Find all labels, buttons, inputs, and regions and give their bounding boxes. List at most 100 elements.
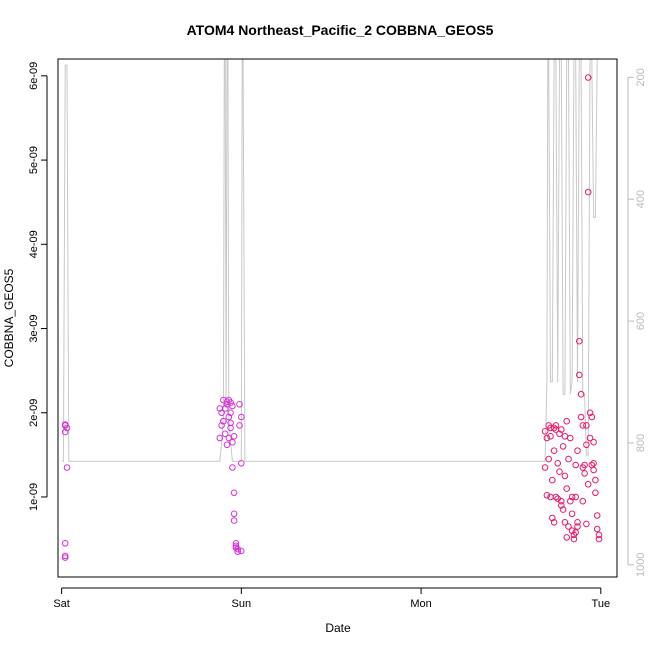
data-point [236, 401, 243, 408]
data-point [565, 455, 572, 463]
data-point [574, 523, 581, 530]
y-tick-label: 6e-09 [28, 62, 40, 90]
data-point [543, 492, 551, 499]
data-point [238, 460, 245, 467]
data-point [232, 540, 240, 547]
data-point [61, 552, 69, 560]
data-point [547, 433, 554, 440]
data-point [545, 455, 553, 463]
data-point [556, 468, 563, 476]
data-point [576, 337, 583, 345]
data-point [238, 547, 245, 555]
data-point [550, 424, 558, 432]
data-point [583, 520, 590, 528]
data-point [221, 430, 229, 438]
data-point [574, 447, 581, 455]
data-point [229, 402, 236, 410]
data-point [565, 523, 572, 530]
data-point [579, 497, 587, 505]
data-point [595, 535, 603, 543]
data-point [230, 517, 238, 524]
data-point [559, 443, 567, 450]
data-point [216, 434, 224, 442]
data-point [567, 497, 574, 505]
data-point [590, 460, 597, 467]
data-point [225, 413, 233, 421]
data-point [227, 409, 234, 417]
data-point [572, 529, 580, 536]
y2-tick-label: 800 [635, 434, 647, 452]
data-point [216, 405, 224, 412]
data-point [552, 493, 560, 501]
data-point [554, 460, 562, 467]
data-point [559, 506, 567, 513]
data-point [567, 434, 574, 442]
data-point [593, 525, 601, 533]
data-point [593, 512, 601, 519]
data-point [583, 422, 590, 429]
x-axis: Sat Sun Mon Tue [53, 587, 611, 610]
y2-tick-label: 200 [635, 68, 647, 86]
data-point [581, 470, 588, 477]
data-point [223, 441, 231, 449]
y-tick-label: 1e-09 [28, 483, 40, 511]
data-point [563, 485, 571, 492]
data-point [558, 502, 565, 509]
data-point [584, 188, 592, 196]
y-tick-label: 2e-09 [28, 399, 40, 427]
data-point [577, 390, 585, 398]
plot-content [61, 58, 603, 561]
data-point [549, 476, 556, 484]
y-tick-label: 3e-09 [28, 314, 40, 342]
data-point [561, 472, 569, 480]
data-point [558, 426, 565, 433]
x-axis-label: Date [325, 621, 351, 635]
data-point [230, 433, 238, 440]
data-point [592, 489, 599, 497]
pressure-line [61, 58, 601, 462]
data-point [550, 519, 558, 526]
data-point [588, 413, 596, 421]
data-point [570, 535, 578, 543]
data-point [563, 534, 571, 541]
data-point [61, 421, 69, 428]
y2-tick-label: 1000 [635, 553, 647, 577]
data-point [61, 428, 69, 436]
data-point [549, 514, 556, 522]
data-point [230, 489, 238, 497]
data-point [561, 433, 569, 440]
y2-axis: 200 400 600 800 1000 [627, 68, 647, 577]
data-point [558, 497, 565, 505]
data-point [595, 531, 603, 539]
y-axis-label: COBBNA_GEOS5 [2, 268, 16, 367]
data-point [583, 441, 590, 449]
x-tick-label: Tue [592, 598, 611, 610]
data-point [561, 519, 569, 526]
data-point [220, 417, 227, 425]
data-point [218, 422, 225, 429]
data-point [234, 545, 241, 553]
data-point [590, 438, 597, 446]
data-point [227, 424, 234, 432]
y-tick-label: 4e-09 [28, 230, 40, 258]
data-point [568, 527, 576, 535]
x-tick-label: Sun [232, 598, 252, 610]
data-point [232, 544, 240, 551]
data-point [236, 422, 243, 429]
chart-title: ATOM4 Northeast_Pacific_2 COBBNA_GEOS5 [187, 22, 494, 38]
data-point [584, 481, 592, 488]
y-axis: 1e-09 2e-09 3e-09 4e-09 5e-09 6e-09 [28, 62, 48, 511]
y-tick-label: 5e-09 [28, 146, 40, 174]
data-point [230, 510, 238, 518]
data-point [543, 434, 551, 442]
data-point [577, 413, 585, 421]
data-point [586, 434, 594, 442]
data-point [579, 422, 587, 429]
data-point [572, 461, 580, 469]
data-point [61, 540, 69, 547]
data-point [586, 409, 594, 417]
data-point [574, 519, 581, 526]
data-point [541, 428, 549, 435]
data-point [234, 548, 241, 556]
